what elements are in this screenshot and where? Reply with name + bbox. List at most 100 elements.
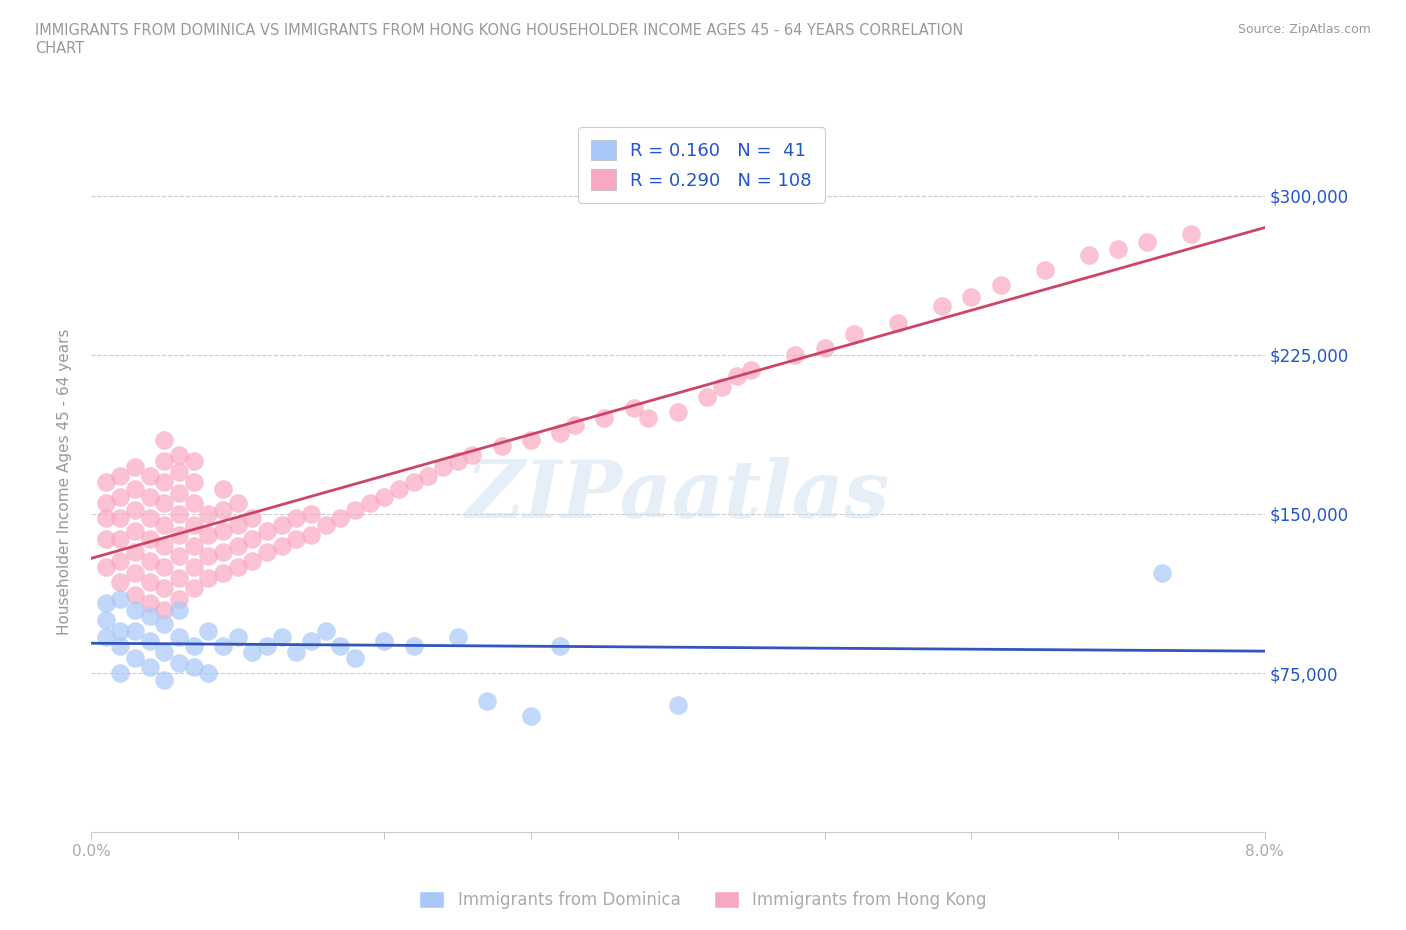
Point (183, 517, 205, 532)
Point (270, 517, 292, 532)
Point (447, 454, 470, 469)
Point (344, 651, 367, 666)
Point (110, 591, 132, 606)
Point (475, 694, 498, 709)
Point (725, 368, 748, 383)
Point (388, 481, 411, 496)
Point (183, 474, 205, 489)
Point (183, 538, 205, 553)
Point (285, 511, 308, 525)
Point (124, 459, 146, 474)
Point (167, 464, 190, 479)
Point (153, 560, 176, 575)
Point (183, 496, 205, 511)
Point (153, 474, 176, 489)
Point (138, 634, 160, 649)
Point (315, 623, 337, 638)
Point (167, 447, 190, 462)
Text: ZIPaatlas: ZIPaatlas (465, 458, 890, 535)
Point (124, 524, 146, 538)
Point (696, 390, 718, 405)
Point (167, 570, 190, 585)
Point (212, 566, 235, 581)
Point (197, 507, 219, 522)
Point (167, 591, 190, 606)
Point (299, 507, 322, 522)
Point (842, 326, 865, 341)
Point (153, 617, 176, 631)
Point (329, 511, 352, 525)
Point (212, 545, 235, 560)
Point (447, 630, 470, 644)
Point (124, 502, 146, 517)
Point (226, 538, 249, 553)
Point (197, 527, 219, 542)
Point (887, 315, 910, 330)
Point (1150, 566, 1173, 581)
Point (197, 570, 219, 585)
Point (564, 418, 586, 432)
Legend: R = 0.160   N =  41, R = 0.290   N = 108: R = 0.160 N = 41, R = 0.290 N = 108 (578, 126, 824, 203)
Point (418, 469, 440, 484)
Point (520, 709, 543, 724)
Point (124, 545, 146, 560)
Point (550, 426, 572, 441)
Point (124, 566, 146, 581)
Point (138, 553, 160, 568)
Point (623, 401, 645, 416)
Point (299, 527, 322, 542)
Point (110, 511, 132, 525)
Text: IMMIGRANTS FROM DOMINICA VS IMMIGRANTS FROM HONG KONG HOUSEHOLDER INCOME AGES 45: IMMIGRANTS FROM DOMINICA VS IMMIGRANTS F… (35, 23, 963, 56)
Point (110, 553, 132, 568)
Text: Source: ZipAtlas.com: Source: ZipAtlas.com (1237, 23, 1371, 36)
Point (256, 545, 278, 560)
Point (167, 602, 190, 617)
Point (197, 666, 219, 681)
Point (491, 439, 513, 454)
Point (153, 432, 176, 447)
Point (960, 290, 983, 305)
Point (240, 532, 263, 547)
Point (344, 502, 367, 517)
Point (110, 469, 132, 484)
Point (270, 538, 292, 553)
Point (1180, 226, 1202, 241)
Point (550, 638, 572, 653)
Point (110, 532, 132, 547)
Legend: Immigrants from Dominica, Immigrants from Hong Kong: Immigrants from Dominica, Immigrants fro… (411, 883, 995, 917)
Point (124, 651, 146, 666)
Point (990, 277, 1012, 292)
Point (240, 553, 263, 568)
Point (153, 517, 176, 532)
Point (110, 638, 132, 653)
Point (240, 511, 263, 525)
Point (167, 630, 190, 644)
Point (402, 474, 425, 489)
Point (153, 454, 176, 469)
Point (183, 581, 205, 596)
Point (110, 489, 132, 504)
Point (94, 496, 117, 511)
Point (1077, 247, 1099, 262)
Point (373, 489, 395, 504)
Point (785, 347, 807, 362)
Point (329, 638, 352, 653)
Point (315, 517, 337, 532)
Point (270, 630, 292, 644)
Point (432, 459, 454, 474)
Point (520, 432, 543, 447)
Point (167, 485, 190, 500)
Point (153, 644, 176, 659)
Point (461, 447, 484, 462)
Point (240, 644, 263, 659)
Point (931, 299, 953, 313)
Point (183, 454, 205, 469)
Point (138, 469, 160, 484)
Point (1033, 262, 1056, 277)
Point (226, 496, 249, 511)
Point (1136, 235, 1159, 250)
Point (183, 659, 205, 674)
Point (212, 524, 235, 538)
Point (285, 644, 308, 659)
Point (153, 602, 176, 617)
